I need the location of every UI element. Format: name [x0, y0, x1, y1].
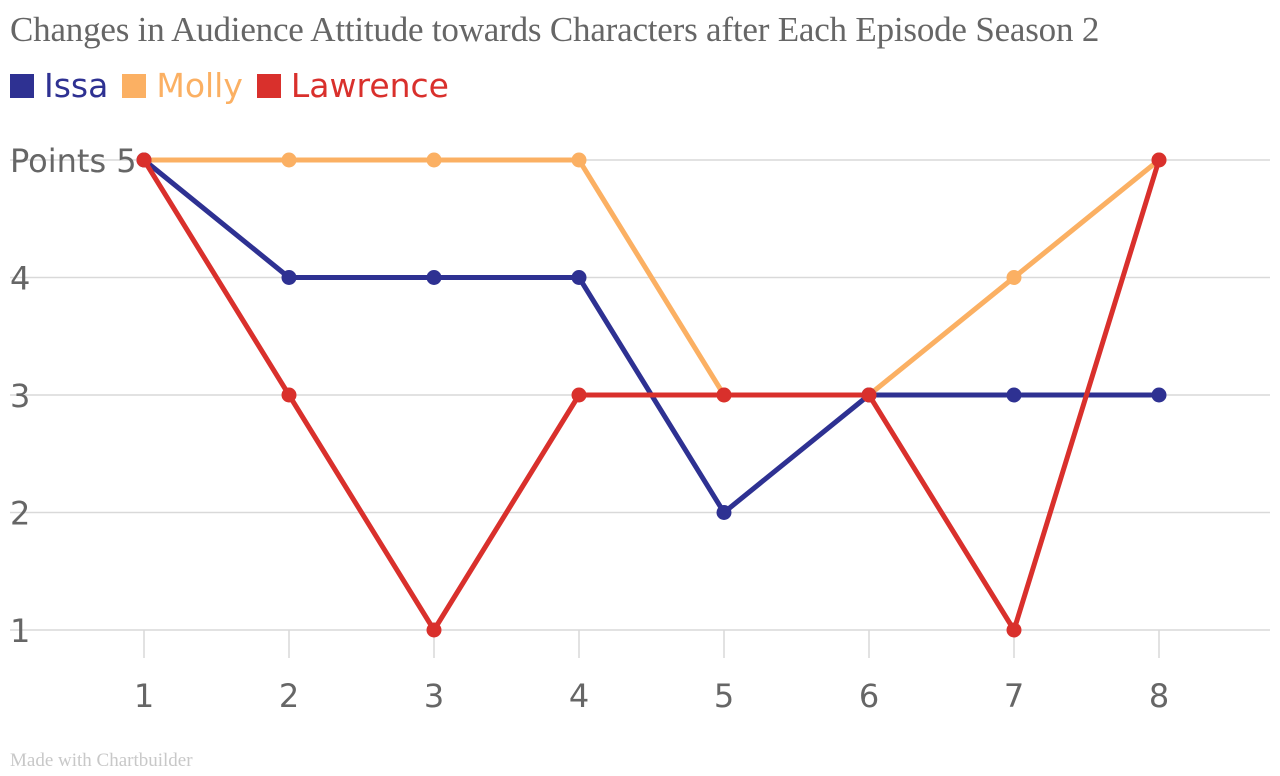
chart-title: Changes in Audience Attitude towards Cha…: [10, 10, 1100, 49]
point-issa-3: [426, 270, 442, 285]
legend-label-issa: Issa: [44, 66, 109, 105]
point-molly-3: [426, 152, 442, 168]
point-issa-7: [1006, 387, 1022, 403]
point-lawrence-3: [426, 622, 442, 638]
footer-credit: Made with Chartbuilder: [10, 750, 193, 771]
legend: Issa Molly Lawrence: [10, 66, 463, 105]
y-tick-label-4: 4: [10, 260, 30, 298]
x-tick-label-8: 8: [1149, 677, 1169, 715]
point-lawrence-4: [571, 387, 587, 403]
legend-label-molly: Molly: [156, 66, 243, 105]
x-tick-label-4: 4: [569, 677, 589, 715]
legend-item-molly: Molly: [122, 66, 243, 105]
series-line-issa: [141, 157, 1162, 515]
point-issa-4: [571, 270, 587, 285]
x-tick-label-2: 2: [279, 677, 299, 715]
series-line-lawrence: [141, 157, 1162, 633]
legend-swatch-molly: [122, 73, 147, 98]
y-tick-label-3: 3: [10, 377, 30, 415]
point-molly-7: [1006, 270, 1022, 285]
point-lawrence-6: [861, 387, 877, 403]
point-molly-4: [571, 152, 587, 168]
y-tick-label-1: 1: [10, 612, 30, 650]
point-lawrence-1: [136, 152, 152, 168]
point-issa-2: [281, 270, 297, 285]
x-tick-label-1: 1: [134, 677, 154, 715]
y-tick-label-2: 2: [10, 495, 30, 533]
point-molly-2: [281, 152, 297, 168]
legend-label-lawrence: Lawrence: [290, 66, 449, 105]
point-lawrence-8: [1151, 152, 1167, 168]
x-tick-label-7: 7: [1004, 677, 1024, 715]
point-lawrence-7: [1006, 622, 1022, 638]
point-lawrence-2: [281, 387, 297, 403]
legend-item-lawrence: Lawrence: [256, 66, 449, 105]
legend-item-issa: Issa: [10, 66, 108, 105]
legend-swatch-lawrence: [256, 73, 281, 98]
series-line-molly: [141, 157, 1162, 398]
x-tick-label-5: 5: [714, 677, 734, 715]
x-tick-label-6: 6: [859, 677, 879, 715]
point-issa-8: [1151, 387, 1167, 403]
y-tick-label-5: Points 5: [10, 142, 137, 180]
point-issa-5: [716, 505, 732, 520]
point-lawrence-5: [716, 387, 732, 403]
x-tick-label-3: 3: [424, 677, 444, 715]
legend-swatch-issa: [10, 73, 34, 98]
